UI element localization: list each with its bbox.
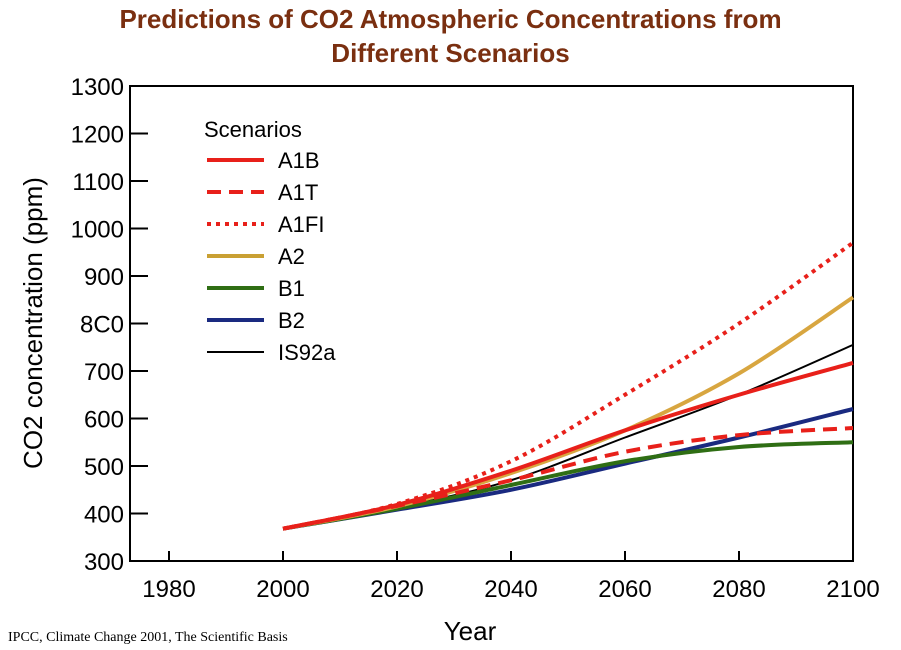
- x-tick-label: 2000: [256, 576, 309, 603]
- y-tick-label: 300: [84, 549, 124, 576]
- series-line-a1b: [282, 360, 854, 531]
- y-tick-label: 1000: [71, 217, 124, 244]
- x-tick-label: 2020: [370, 576, 423, 603]
- x-tick-label: 2040: [484, 576, 537, 603]
- legend: Scenarios A1B A1T A1FI A2 B1 B2 IS92a: [204, 117, 336, 365]
- legend-label-is92a: IS92a: [278, 340, 336, 365]
- legend-label-a2: A2: [278, 244, 305, 269]
- series-line-a2: [282, 295, 855, 531]
- chart-title: Predictions of CO2 Atmospheric Concentra…: [0, 2, 901, 70]
- legend-label-a1fi: A1FI: [278, 212, 324, 237]
- legend-label-b1: B1: [278, 276, 305, 301]
- x-tick-label: 2080: [712, 576, 765, 603]
- series-line-a1t: [282, 426, 854, 531]
- y-axis-label: CO2 concentration (ppm): [18, 177, 48, 469]
- legend-label-a1t: A1T: [278, 180, 318, 205]
- y-tick-label: 900: [84, 264, 124, 291]
- x-axis-label: Year: [444, 616, 497, 646]
- legend-label-a1b: A1B: [278, 148, 320, 173]
- y-tick-label: 500: [84, 454, 124, 481]
- y-tick-label: 1200: [71, 122, 124, 149]
- y-tick-label: 400: [84, 502, 124, 529]
- y-tick-label: 8C0: [80, 312, 124, 339]
- chart-title-line-2: Different Scenarios: [331, 38, 570, 68]
- x-tick-label: 2100: [826, 576, 879, 603]
- x-tick-label: 2060: [598, 576, 651, 603]
- chart-title-line-1: Predictions of CO2 Atmospheric Concentra…: [119, 4, 782, 34]
- series-line-is92a: [282, 343, 854, 530]
- legend-label-b2: B2: [278, 308, 305, 333]
- x-tick-label: 1980: [142, 576, 195, 603]
- y-tick-label: 1300: [71, 74, 124, 101]
- y-tick-label: 700: [84, 359, 124, 386]
- source-citation: IPCC, Climate Change 2001, The Scientifi…: [8, 630, 288, 645]
- y-tick-label: 1100: [72, 169, 124, 196]
- legend-title: Scenarios: [204, 117, 302, 142]
- y-tick-label: 600: [84, 407, 124, 434]
